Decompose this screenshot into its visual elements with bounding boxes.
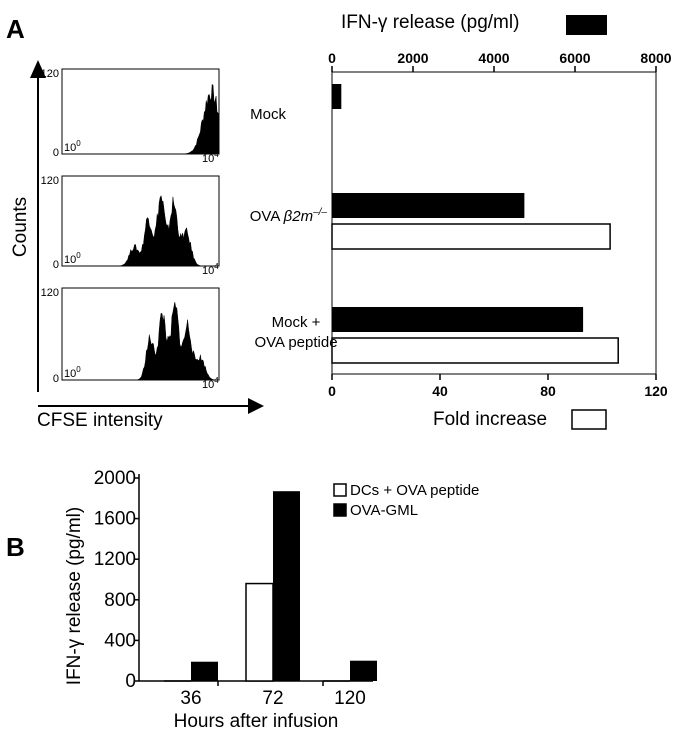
legend-label-ova-gml: OVA-GML <box>350 502 418 519</box>
top-tick-label: 8000 <box>640 50 671 66</box>
category-label-ova-b2m: OVA β2m–/– <box>250 207 328 225</box>
x-tick-base: 10 <box>64 368 76 380</box>
histogram-distribution <box>62 194 219 267</box>
bottom-tick-label: 80 <box>540 383 556 399</box>
top-axis-label: IFN-γ release (pg/ml) <box>341 12 519 33</box>
category-label-ova: OVA <box>250 208 284 225</box>
x-tick-label-min: 100 <box>64 365 81 380</box>
panel-b-x-axis-label: Hours after infusion <box>174 711 339 732</box>
cfse-axis-arrow <box>248 398 264 414</box>
y-tick-label: 400 <box>104 630 136 651</box>
counts-axis-arrow <box>30 60 46 78</box>
x-tick-base: 10 <box>202 265 214 277</box>
x-tick-exponent: 4 <box>214 376 219 385</box>
panel-b-y-axis-label: IFN-γ release (pg/ml) <box>64 507 85 685</box>
bar-ova-gml <box>273 491 300 681</box>
cfse-axis-label: CFSE intensity <box>37 410 163 431</box>
y-tick-label-120: 120 <box>41 175 59 187</box>
histogram-distribution <box>62 83 220 155</box>
bar-fold-increase <box>331 223 611 250</box>
category-label-mock-plus: Mock + <box>272 314 321 331</box>
category-label-ova-peptide: OVA peptide <box>254 334 337 351</box>
x-tick-label-min: 100 <box>64 251 81 266</box>
x-tick-exponent: 0 <box>76 365 81 374</box>
top-axis-legend-swatch <box>566 15 607 35</box>
histogram-frame <box>61 68 220 155</box>
top-tick-label: 4000 <box>478 50 509 66</box>
y-tick-label: 1200 <box>94 549 136 570</box>
counts-axis-label: Counts <box>10 197 31 257</box>
x-tick-base: 10 <box>202 153 214 165</box>
x-tick-label-max: 104 <box>202 376 219 391</box>
panel-b-bar-chart: IFN-γ release (pg/ml) Hours after infusi… <box>64 468 479 732</box>
bar-ova-gml <box>350 660 377 681</box>
bottom-tick-label: 40 <box>432 383 448 399</box>
x-tick-base: 10 <box>64 142 76 154</box>
y-tick-label: 0 <box>125 671 136 692</box>
category-label-mock: Mock <box>250 106 286 123</box>
x-tick-base: 10 <box>64 254 76 266</box>
x-tick-exponent: 0 <box>76 251 81 260</box>
x-tick-exponent: 4 <box>214 262 219 271</box>
bar-ifn-release <box>332 193 525 218</box>
x-tick-label-max: 104 <box>202 150 219 165</box>
bottom-tick-label: 120 <box>644 383 668 399</box>
y-tick-label: 800 <box>104 590 136 611</box>
x-tick-exponent: 0 <box>76 139 81 148</box>
x-tick-exponent: 4 <box>214 150 219 159</box>
top-tick-label: 2000 <box>397 50 428 66</box>
panel-b-letter: B <box>6 532 25 562</box>
legend-swatch-dcs-ova-peptide <box>333 483 347 497</box>
bar-dcs-ova-peptide <box>245 582 274 682</box>
y-tick-label-120: 120 <box>41 287 59 299</box>
x-tick-label-max: 104 <box>202 262 219 277</box>
category-label-sup: –/– <box>312 207 327 218</box>
legend-swatch-ova-gml <box>333 503 347 517</box>
panel-a-bar-chart: IFN-γ release (pg/ml) Fold increase 0 200… <box>250 12 672 430</box>
bottom-tick-label: 0 <box>328 383 336 399</box>
y-tick-label-120: 120 <box>41 68 59 80</box>
bottom-axis-legend-swatch <box>571 409 607 430</box>
bar-ova-gml <box>191 661 218 681</box>
x-category-label: 72 <box>262 688 283 709</box>
y-tick-label-0: 0 <box>53 147 59 159</box>
x-tick-label-min: 100 <box>64 139 81 154</box>
legend-label-dcs-ova-peptide: DCs + OVA peptide <box>350 482 479 499</box>
x-tick-base: 10 <box>202 379 214 391</box>
category-label-b2m: β2m <box>283 208 313 225</box>
bottom-axis-label: Fold increase <box>433 409 547 430</box>
y-tick-label-0: 0 <box>53 373 59 385</box>
x-category-label: 36 <box>180 688 201 709</box>
bar-ifn-release <box>332 84 342 109</box>
y-tick-label: 1600 <box>94 509 136 530</box>
x-category-label: 120 <box>334 688 366 709</box>
panel-a-letter: A <box>6 14 25 44</box>
bar-ifn-release <box>332 307 584 332</box>
top-tick-label: 0 <box>328 50 336 66</box>
top-tick-label: 6000 <box>559 50 590 66</box>
histogram-distribution <box>62 301 219 381</box>
y-tick-label-0: 0 <box>53 259 59 271</box>
bar-fold-increase <box>331 337 619 364</box>
y-tick-label: 2000 <box>94 468 136 489</box>
